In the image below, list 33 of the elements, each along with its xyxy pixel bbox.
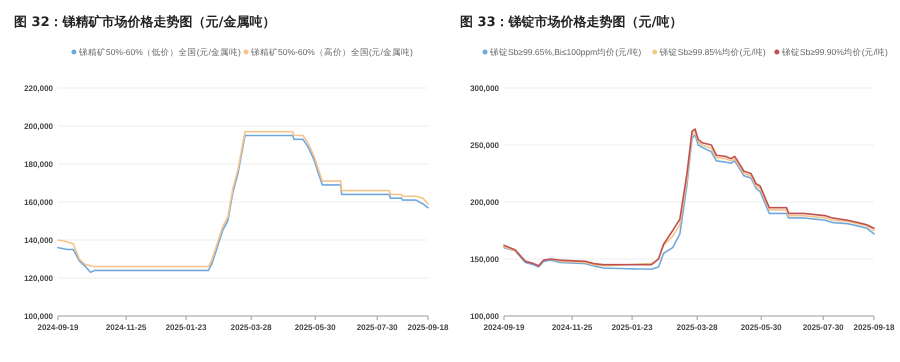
x-tick-label: 2025-09-18: [854, 323, 896, 332]
y-tick-label: 200,000: [470, 198, 500, 207]
legend-label: 锑精矿50%-60%（高价）全国(元/金属吨): [250, 47, 414, 57]
x-tick-label: 2024-09-19: [38, 323, 80, 332]
y-tick-label: 300,000: [470, 84, 500, 93]
legend-label: 锑锭Sb≥99.90%均价(元/吨): [780, 47, 888, 57]
x-tick-label: 2025-03-28: [230, 323, 272, 332]
y-tick-label: 200,000: [24, 122, 54, 131]
x-tick-label: 2025-05-30: [740, 323, 782, 332]
y-tick-label: 160,000: [24, 198, 54, 207]
legend-label: 锑精矿50%-60%（低价）全国(元/金属吨): [78, 47, 241, 57]
x-tick-label: 2025-07-30: [802, 323, 844, 332]
x-tick-label: 2024-11-25: [552, 323, 593, 332]
x-tick-label: 2025-05-30: [294, 323, 336, 332]
y-tick-label: 100,000: [470, 312, 500, 321]
x-tick-label: 2024-11-25: [106, 323, 147, 332]
y-tick-label: 140,000: [24, 236, 54, 245]
y-tick-label: 220,000: [24, 84, 54, 93]
chart-title: 图 33：锑锭市场价格走势图（元/吨）: [460, 14, 682, 30]
y-tick-label: 150,000: [470, 255, 500, 264]
y-tick-label: 120,000: [24, 274, 54, 283]
legend-label: 锑锭Sb≥99.85%均价(元/吨): [658, 47, 766, 57]
chart-title: 图 32：锑精矿市场价格走势图（元/金属吨）: [14, 14, 276, 30]
x-tick-label: 2025-03-28: [676, 323, 718, 332]
y-tick-label: 180,000: [24, 160, 54, 169]
x-tick-label: 2025-01-23: [166, 323, 208, 332]
x-tick-label: 2025-07-30: [356, 323, 398, 332]
y-tick-label: 100,000: [24, 312, 54, 321]
x-tick-label: 2025-09-18: [408, 323, 450, 332]
x-tick-label: 2025-01-23: [612, 323, 654, 332]
legend-label: 锑锭Sb≥99.65%,Bi≤100ppm均价(元/吨): [489, 47, 642, 57]
y-tick-label: 250,000: [470, 141, 500, 150]
x-tick-label: 2024-09-19: [484, 323, 526, 332]
